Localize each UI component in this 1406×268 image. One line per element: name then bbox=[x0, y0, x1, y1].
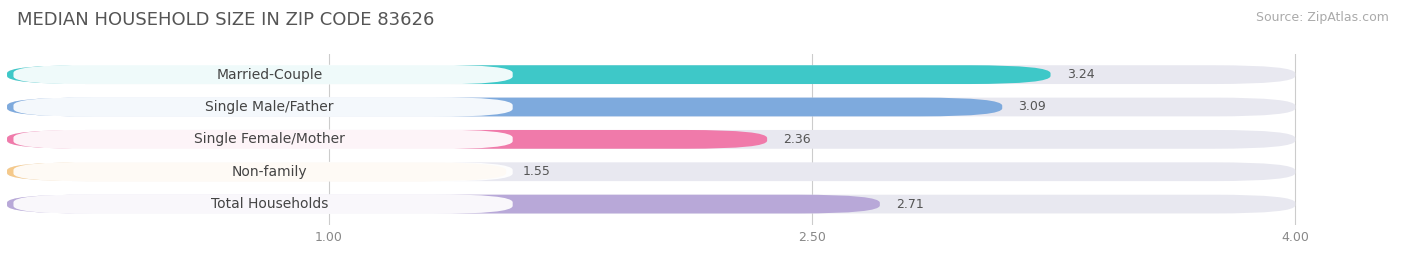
FancyBboxPatch shape bbox=[14, 129, 513, 149]
Text: Source: ZipAtlas.com: Source: ZipAtlas.com bbox=[1256, 11, 1389, 24]
FancyBboxPatch shape bbox=[7, 130, 1295, 149]
Text: 1.55: 1.55 bbox=[523, 165, 550, 178]
FancyBboxPatch shape bbox=[14, 194, 513, 214]
FancyBboxPatch shape bbox=[7, 98, 1295, 116]
FancyBboxPatch shape bbox=[7, 65, 1050, 84]
FancyBboxPatch shape bbox=[7, 195, 880, 214]
FancyBboxPatch shape bbox=[14, 65, 513, 84]
Text: Single Female/Mother: Single Female/Mother bbox=[194, 132, 344, 146]
FancyBboxPatch shape bbox=[7, 130, 768, 149]
FancyBboxPatch shape bbox=[7, 162, 1295, 181]
Text: Married-Couple: Married-Couple bbox=[217, 68, 322, 82]
FancyBboxPatch shape bbox=[7, 65, 1295, 84]
FancyBboxPatch shape bbox=[7, 195, 1295, 214]
Text: MEDIAN HOUSEHOLD SIZE IN ZIP CODE 83626: MEDIAN HOUSEHOLD SIZE IN ZIP CODE 83626 bbox=[17, 11, 434, 29]
FancyBboxPatch shape bbox=[7, 98, 1002, 116]
Text: 2.36: 2.36 bbox=[783, 133, 811, 146]
Text: Single Male/Father: Single Male/Father bbox=[205, 100, 333, 114]
Text: 3.09: 3.09 bbox=[1018, 100, 1046, 113]
Text: Total Households: Total Households bbox=[211, 197, 328, 211]
Text: 2.71: 2.71 bbox=[896, 198, 924, 211]
FancyBboxPatch shape bbox=[14, 162, 513, 182]
FancyBboxPatch shape bbox=[14, 97, 513, 117]
Text: Non-family: Non-family bbox=[232, 165, 308, 179]
FancyBboxPatch shape bbox=[7, 162, 506, 181]
Text: 3.24: 3.24 bbox=[1067, 68, 1094, 81]
